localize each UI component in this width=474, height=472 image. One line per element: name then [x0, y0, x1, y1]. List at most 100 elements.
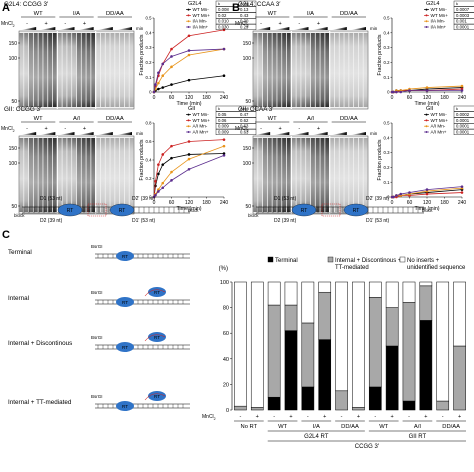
a-rt-enzyme [57, 203, 83, 217]
a-bottom-data-point [154, 179, 157, 183]
a-bottom-time-wedge [21, 132, 37, 135]
b-top-gel-lane [301, 33, 306, 107]
a-bottom-legend-marker [187, 125, 190, 128]
b-bottom-gel-lane [310, 138, 315, 212]
a-bottom-gel-lane [129, 138, 134, 212]
b-bottom-table-row [453, 123, 474, 130]
a-rt-enzyme [109, 203, 135, 217]
c-y-tick-label: 40 [223, 357, 229, 363]
c-rt-label: RT [122, 345, 128, 350]
a-top-series-line [153, 29, 225, 93]
c-site-label: BsrGI [91, 244, 103, 249]
b-top-x-tick-label: 60 [407, 95, 413, 101]
b-bottom-gel-lane [320, 138, 325, 212]
c-diagram-2: Internal + Discontinous BsrGI RT RT [8, 332, 190, 352]
a-bottom-data-point [222, 138, 226, 141]
b-bottom-legend-title: GII [426, 106, 434, 112]
b-top-gel-lane [363, 33, 368, 107]
b-bottom-gel-lane [315, 138, 320, 212]
a-bottom-min-label: min [136, 131, 144, 136]
b-bottom-y-tick-label: 0 [387, 195, 390, 200]
a-bottom-legend-title: GII [188, 106, 196, 112]
b-top-mncl-label: MnCl2 [235, 21, 249, 28]
b-bottom-group-label: WT [268, 116, 277, 122]
a-bottom-data-point [161, 186, 165, 190]
c-mn-sign: - [408, 414, 410, 420]
a-top-gel-lane [24, 33, 29, 107]
a-bottom-gel-lane [86, 138, 91, 212]
c-bar-segment [267, 304, 281, 398]
b-top-gel-lane [262, 33, 267, 107]
b-bottom-mn-sign: - [260, 126, 262, 132]
c-mn-sign: - [341, 414, 343, 420]
a-top-table-k: 0.02 [218, 13, 227, 18]
c-y-tick-label: 80 [223, 306, 229, 312]
b-bottom-data-point [392, 195, 395, 199]
a-top-y-tick-label: 0 [149, 90, 152, 95]
c-bar-segment [436, 400, 450, 411]
b-top-gel-lane [339, 33, 344, 107]
a-top-ladder-label: 50 [11, 99, 17, 105]
b-bottom-x-label: Time (min) [414, 206, 439, 212]
c-bar-segment [368, 281, 382, 298]
c-mn-sign: - [240, 414, 242, 420]
c-bar-segment [453, 281, 466, 347]
c-diagram-label: Internal [8, 295, 29, 302]
a-bottom-time-wedge [40, 132, 56, 135]
a-bottom-gel-lane [72, 138, 77, 212]
b-top-gel-lane [291, 33, 296, 107]
a-bottom-legend-marker [187, 113, 190, 116]
c-template-switch [144, 334, 166, 342]
a-top-table-row [215, 6, 257, 13]
b-top-time-wedge [350, 27, 366, 30]
a-top-mn-sign: + [83, 21, 86, 27]
a-top-y-tick-label: 0.5 [146, 16, 153, 21]
c-bar-segment [385, 307, 399, 347]
c-y-tick-label: 0 [226, 408, 229, 414]
c-mn-sign: - [374, 414, 376, 420]
c-mn-sign: + [424, 414, 427, 420]
b-bottom-legend-item: A/I Mn+ [431, 129, 447, 134]
a-bottom-gel-lane [81, 138, 86, 212]
c-bar-segment [368, 297, 382, 388]
c-rt-enzyme [116, 342, 134, 352]
a-top-gel-image [18, 30, 135, 110]
b-bottom-legend-marker [425, 113, 428, 116]
a-top-gel-lane [110, 33, 115, 107]
a-bottom-y-tick-label: 0.8 [146, 121, 153, 126]
c-group-label: I/A [313, 424, 320, 430]
a-bottom-data-point [157, 172, 160, 176]
a-bottom-gel-title: GII: CCGG 3′ [4, 106, 42, 113]
c-bar-segment [402, 281, 416, 303]
a-bottom-x-tick-label: 120 [185, 200, 194, 206]
b-bottom-table-k: 0.0001 [456, 124, 470, 129]
a-bottom-gel-block: GII: CCGG 3′ WT A/I DD/AA MnCl2 - + - + min 150 100… [1, 106, 144, 215]
c-bar-segment [301, 386, 315, 411]
c-bar-segment [402, 302, 416, 402]
a-top-table-header-k: k [218, 1, 220, 6]
b-top-table-header-box [453, 0, 474, 7]
b-bottom-time-wedge [350, 132, 366, 135]
a-bottom-series-line [153, 155, 225, 198]
b-bottom-time-wedge [293, 132, 309, 135]
a-bottom-data-point [154, 193, 157, 197]
a-bottom-group-label: WT [34, 116, 43, 122]
c-group-label: No RT [241, 424, 258, 430]
c-diagram-label: Internal + Discontinous [8, 340, 72, 347]
a-bottom-legend-item: WT Mn- [193, 112, 210, 117]
panel-letter-c: C [2, 229, 10, 241]
b-top-gel-lane [296, 33, 301, 107]
a-top-data-point [161, 62, 165, 66]
a-bottom-gel-lane [33, 138, 38, 212]
b-top-time-wedge [274, 27, 290, 30]
b-top-legend-item: WT Mn+ [431, 13, 449, 18]
b-bottom-time-wedge [274, 132, 290, 135]
b-bottom-gel-lane [267, 138, 272, 212]
a-bottom-ladder-label: 100 [9, 161, 18, 167]
c-diagram-0: Terminal BsrGI RT [8, 244, 190, 261]
b-top-legend-item: I/A Mn- [431, 19, 446, 24]
b-top-group-label: WT [268, 11, 277, 17]
a-bottom-gel-lane [19, 138, 24, 212]
a-top-gel-lane [124, 33, 129, 107]
a-top-table-header-ampl: Ampl [240, 1, 249, 6]
